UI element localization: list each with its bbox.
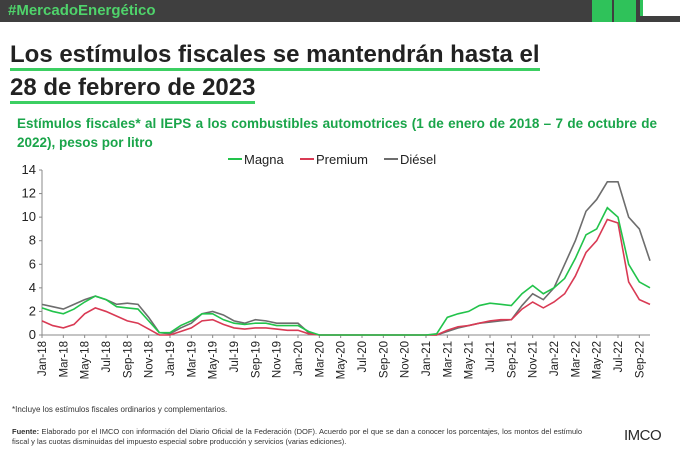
main-title: Los estímulos fiscales se mantendrán has… — [10, 38, 650, 104]
x-tick-label: Nov-18 — [144, 341, 156, 378]
x-tick-label: Sep-18 — [122, 341, 134, 378]
decor — [614, 0, 636, 22]
source-label: Fuente: — [12, 427, 40, 436]
chart-title: Estímulos fiscales* al IEPS a los combus… — [17, 116, 657, 150]
y-tick-label: 8 — [29, 233, 36, 248]
x-tick-label: Jan-21 — [421, 341, 433, 376]
x-tick-label: Sep-19 — [250, 341, 262, 378]
x-tick-label: Jan-22 — [549, 341, 561, 376]
x-tick-label: May-20 — [336, 341, 348, 379]
x-tick-label: Mar-18 — [58, 341, 70, 377]
y-tick-label: 6 — [29, 256, 36, 271]
x-tick-label: Nov-19 — [272, 341, 284, 378]
title-line: 28 de febrero de 2023 — [10, 74, 256, 104]
y-tick-label: 10 — [22, 209, 36, 224]
x-tick-label: May-21 — [464, 341, 476, 379]
decor — [640, 0, 680, 16]
x-tick-label: Sep-20 — [378, 341, 390, 378]
x-tick-label: Nov-21 — [528, 341, 540, 378]
x-tick-label: Mar-22 — [570, 341, 582, 377]
series-line — [41, 206, 651, 336]
chart: 0 2 4 6 8 10 12 14 Jan-18 Mar-18 May-18 Jul-18 Sep-1… — [22, 152, 651, 379]
x-tick-label: Jan-18 — [37, 341, 49, 376]
source: Fuente: Elaborado por el IMCO con inform… — [12, 427, 582, 447]
x-tick-label: May-22 — [592, 341, 604, 379]
x-tick-label: Jul-18 — [101, 341, 113, 372]
x-tick-label: Jan-19 — [165, 341, 177, 376]
x-tick-label: May-19 — [208, 341, 220, 379]
y-tick-label: 12 — [22, 186, 36, 201]
x-tick-label: Jul-20 — [357, 341, 369, 372]
x-tick-label: Sep-21 — [506, 341, 518, 378]
y-tick-label: 0 — [29, 327, 36, 342]
x-tick-label: Jan-20 — [293, 341, 305, 376]
x-tick-label: Jul-22 — [613, 341, 625, 372]
top-bar: #MercadoEnergético — [0, 0, 680, 22]
logo: IMCO — [624, 427, 662, 444]
x-tick-label: Mar-21 — [442, 341, 454, 377]
title-line: Los estímulos fiscales se mantendrán has… — [10, 41, 540, 71]
legend-label: Magna — [244, 152, 285, 167]
decor — [592, 0, 612, 22]
footnote: *Incluye los estímulos fiscales ordinari… — [12, 405, 228, 414]
series-line — [41, 180, 651, 336]
x-tick-label: Jul-19 — [229, 341, 241, 372]
x-tick-label: Mar-20 — [314, 341, 326, 377]
x-tick-label: Jul-21 — [485, 341, 497, 372]
hashtag: #MercadoEnergético — [8, 2, 156, 19]
x-tick-label: Mar-19 — [186, 341, 198, 377]
legend-label: Premium — [316, 152, 368, 167]
x-tick-label: Sep-22 — [634, 341, 646, 378]
x-tick-label: May-18 — [80, 341, 92, 379]
y-tick-label: 4 — [29, 280, 36, 295]
y-tick-label: 14 — [22, 162, 36, 177]
x-tick-label: Nov-20 — [400, 341, 412, 378]
legend-label: Diésel — [400, 152, 436, 167]
y-tick-label: 2 — [29, 303, 36, 318]
source-text: Elaborado por el IMCO con información de… — [12, 427, 582, 446]
